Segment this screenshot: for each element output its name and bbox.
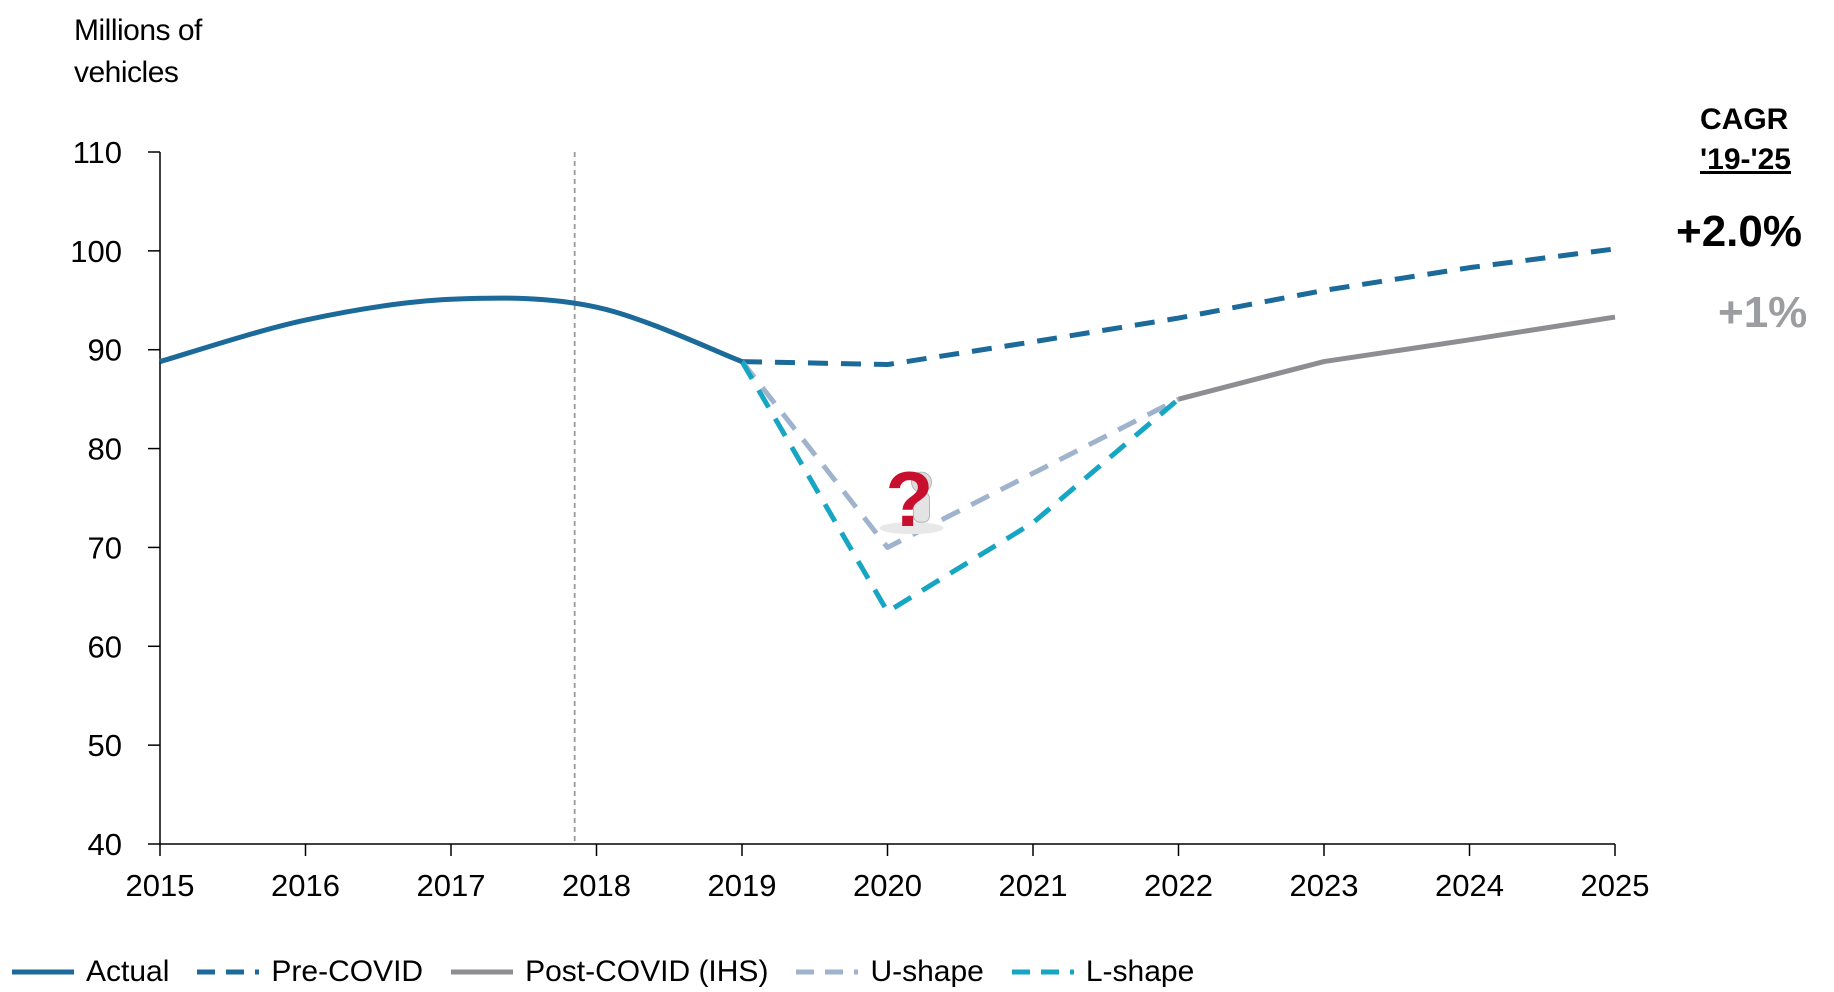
legend-label: U-shape: [870, 955, 984, 988]
y-axis-label-line1: Millions of: [74, 14, 202, 47]
series-line-post-covid-ihs: [1177, 314, 1616, 402]
question-mark-figure-icon: ?: [879, 455, 944, 543]
legend-label: L-shape: [1085, 955, 1195, 988]
legend-label: Pre-COVID: [271, 955, 424, 988]
x-tick-label: 2021: [999, 868, 1068, 903]
legend-label: Actual: [86, 955, 170, 988]
cagr-title-line2: '19-'25: [1700, 143, 1791, 176]
x-tick-label: 2018: [562, 868, 631, 903]
y-axis-label: Millions of vehicles: [74, 10, 202, 94]
svg-text:?: ?: [886, 455, 934, 543]
y-axis-label-line2: vehicles: [74, 56, 179, 89]
x-tick-label: 2024: [1435, 868, 1504, 903]
y-tick-label: 80: [88, 432, 122, 467]
y-tick-label: 100: [70, 234, 122, 269]
legend-item-actual: Actual: [10, 955, 169, 989]
legend-swatch: [1011, 969, 1074, 975]
x-tick-label: 2022: [1144, 868, 1213, 903]
x-tick-label: 2016: [271, 868, 340, 903]
legend-label: Post-COVID (IHS): [525, 955, 769, 988]
y-tick-label: 50: [88, 728, 122, 763]
legend: Actual Pre-COVID Post-COVID (IHS) U-shape L-…: [10, 952, 1220, 992]
y-tick-label: 90: [88, 333, 122, 368]
axes: 40 50 60 70 80 90 100 110 2015 2016 2017 2018 2019 20…: [70, 135, 1649, 903]
legend-item-u-shape: U-shape: [794, 955, 984, 989]
x-tick-label: 2020: [853, 868, 922, 903]
series-line-pre-covid: [741, 246, 1616, 368]
y-tick-label: 40: [88, 827, 122, 862]
x-tick-label: 2017: [417, 868, 486, 903]
series-line-l-shape: [739, 360, 1181, 615]
cagr-title: CAGR '19-'25: [1700, 100, 1791, 180]
x-tick-label: 2025: [1581, 868, 1650, 903]
series-line-actual: [159, 295, 743, 364]
legend-swatch: [197, 969, 260, 975]
legend-swatch: [12, 969, 74, 975]
legend-item-post-covid-ihs: Post-COVID (IHS): [449, 955, 768, 989]
x-tick-label: 2019: [708, 868, 777, 903]
cagr-title-line1: CAGR: [1700, 103, 1789, 136]
legend-item-pre-covid: Pre-COVID: [195, 955, 423, 989]
y-tick-label: 70: [88, 530, 122, 565]
cagr-post-covid-value: +1%: [1718, 288, 1808, 337]
series-line-u-shape: [740, 360, 1180, 550]
y-tick-label: 110: [73, 135, 122, 170]
legend-swatch: [451, 969, 514, 975]
x-tick-label: 2023: [1290, 868, 1359, 903]
y-tick-label: 60: [88, 629, 122, 664]
x-tick-label: 2015: [126, 868, 195, 903]
cagr-pre-covid-value: +2.0%: [1676, 207, 1802, 256]
series-layer: [159, 246, 1616, 615]
legend-item-l-shape: L-shape: [1010, 955, 1194, 989]
legend-swatch: [796, 969, 859, 975]
